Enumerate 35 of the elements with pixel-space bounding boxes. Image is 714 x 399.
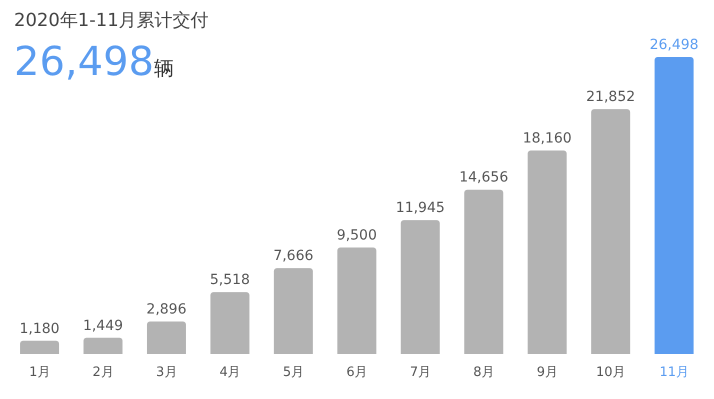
bar <box>337 248 376 354</box>
x-tick-label: 7月 <box>410 365 432 380</box>
bar <box>591 109 630 354</box>
data-label: 1,180 <box>20 320 60 337</box>
bar <box>654 57 694 354</box>
data-label: 18,160 <box>522 130 572 146</box>
data-label: 9,500 <box>336 228 377 244</box>
bar <box>464 190 504 354</box>
data-label: 5,518 <box>210 272 250 288</box>
data-label: 1,449 <box>82 318 124 334</box>
bar <box>20 340 60 354</box>
chart-subtitle: 26,498辆 <box>14 39 174 85</box>
bar <box>146 322 186 354</box>
data-label: 11,945 <box>396 200 445 216</box>
x-tick-label: 8月 <box>473 365 495 380</box>
data-label: 21,852 <box>586 89 636 106</box>
x-tick-label: 1月 <box>29 365 50 380</box>
bar <box>210 292 250 354</box>
x-tick-label: 5月 <box>282 365 304 380</box>
x-tick-label: 6月 <box>346 365 368 380</box>
data-label: 14,656 <box>459 170 508 186</box>
x-tick-label: 4月 <box>219 365 241 380</box>
bar <box>84 338 123 354</box>
x-tick-label: 11月 <box>660 365 690 380</box>
x-tick-label: 2月 <box>92 365 114 380</box>
bar <box>274 268 313 354</box>
x-tick-label: 9月 <box>536 365 558 380</box>
bar <box>528 150 567 354</box>
x-tick-label: 3月 <box>156 365 178 380</box>
data-label: 2,896 <box>146 302 187 318</box>
data-label: 26,498 <box>650 37 699 53</box>
x-tick-label: 10月 <box>596 365 626 380</box>
bar <box>400 220 440 354</box>
chart-title: 2020年1-11月累计交付 <box>14 9 209 32</box>
data-label: 7,666 <box>273 248 314 264</box>
